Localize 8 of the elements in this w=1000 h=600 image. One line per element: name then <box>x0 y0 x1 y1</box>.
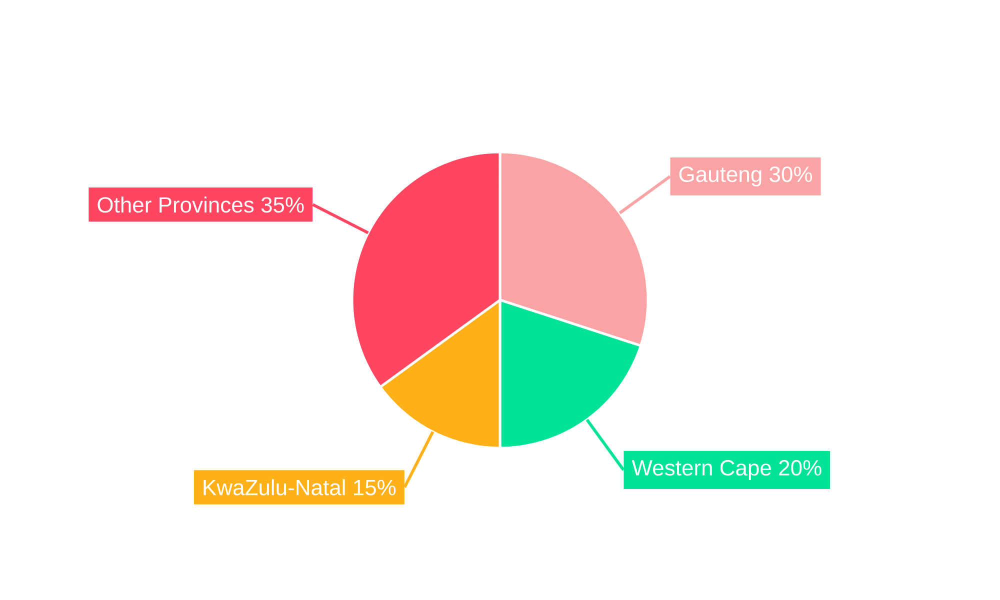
slice-label: Western Cape <box>632 460 771 480</box>
slice-label: KwaZulu-Natal <box>204 479 345 496</box>
slice-label: Other Provinces <box>98 196 254 213</box>
slice-label: Gauteng <box>679 166 762 186</box>
data-label: 35% <box>261 197 304 213</box>
data-label: 15% <box>354 480 396 496</box>
data-label: 30% <box>770 166 812 182</box>
data-label: 20% <box>779 460 822 476</box>
